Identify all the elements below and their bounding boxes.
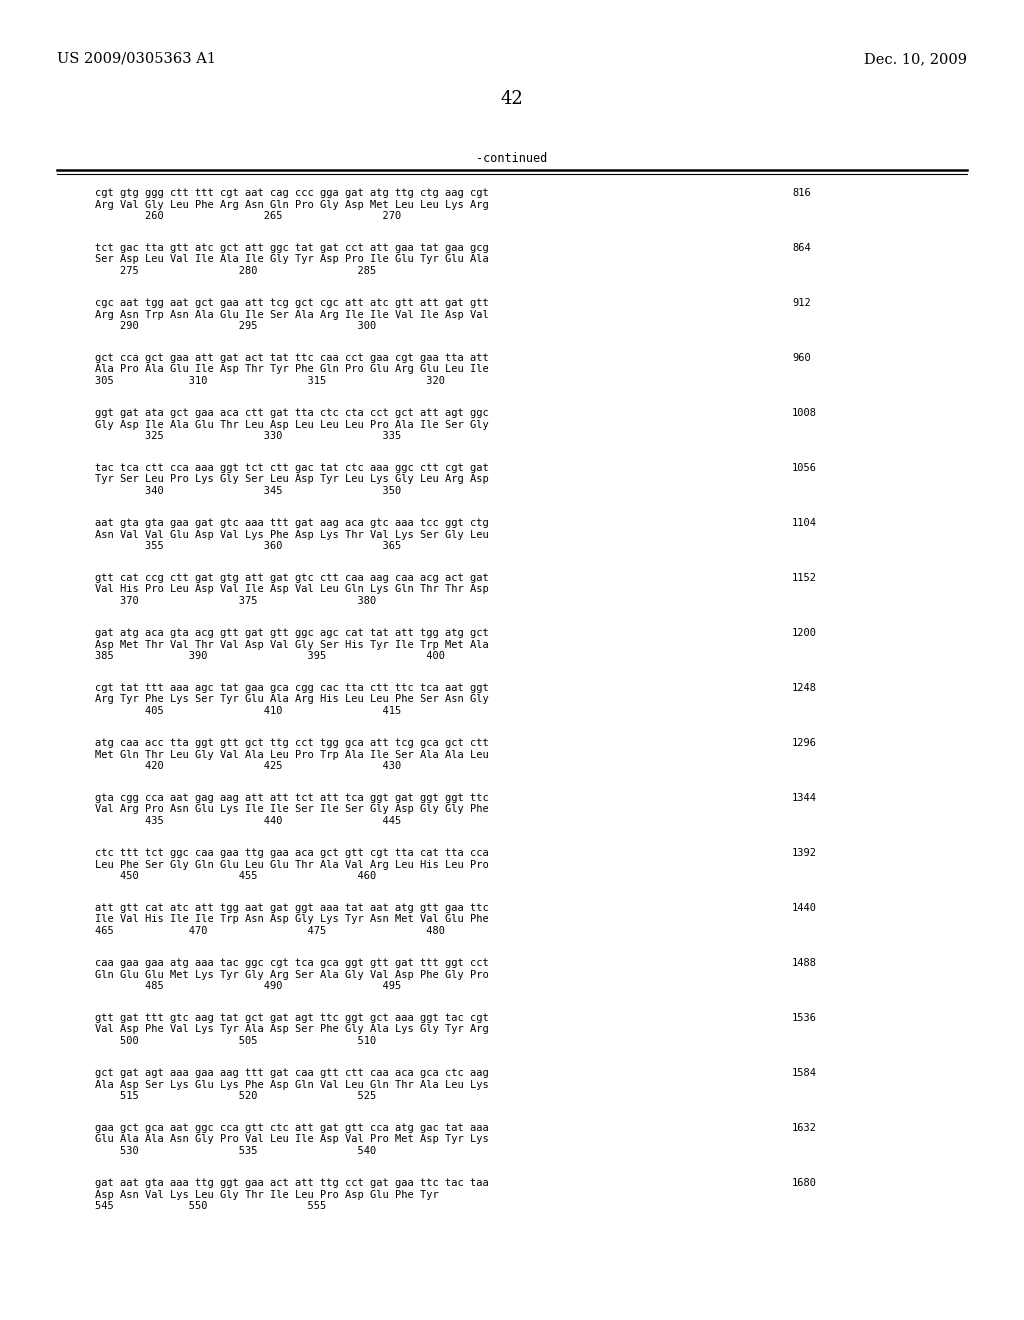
Text: US 2009/0305363 A1: US 2009/0305363 A1 [57, 51, 216, 66]
Text: Arg Val Gly Leu Phe Arg Asn Gln Pro Gly Asp Met Leu Leu Lys Arg: Arg Val Gly Leu Phe Arg Asn Gln Pro Gly … [95, 199, 488, 210]
Text: 912: 912 [792, 298, 811, 308]
Text: -continued: -continued [476, 152, 548, 165]
Text: tct gac tta gtt atc gct att ggc tat gat cct att gaa tat gaa gcg: tct gac tta gtt atc gct att ggc tat gat … [95, 243, 488, 253]
Text: 1440: 1440 [792, 903, 817, 913]
Text: cgc aat tgg aat gct gaa att tcg gct cgc att atc gtt att gat gtt: cgc aat tgg aat gct gaa att tcg gct cgc … [95, 298, 488, 308]
Text: Met Gln Thr Leu Gly Val Ala Leu Pro Trp Ala Ile Ser Ala Ala Leu: Met Gln Thr Leu Gly Val Ala Leu Pro Trp … [95, 750, 488, 759]
Text: 405                410                415: 405 410 415 [95, 706, 401, 715]
Text: 370                375                380: 370 375 380 [95, 597, 376, 606]
Text: Arg Asn Trp Asn Ala Glu Ile Ser Ala Arg Ile Ile Val Ile Asp Val: Arg Asn Trp Asn Ala Glu Ile Ser Ala Arg … [95, 309, 488, 319]
Text: 1680: 1680 [792, 1177, 817, 1188]
Text: 1344: 1344 [792, 793, 817, 803]
Text: Leu Phe Ser Gly Gln Glu Leu Glu Thr Ala Val Arg Leu His Leu Pro: Leu Phe Ser Gly Gln Glu Leu Glu Thr Ala … [95, 859, 488, 870]
Text: Arg Tyr Phe Lys Ser Tyr Glu Ala Arg His Leu Leu Phe Ser Asn Gly: Arg Tyr Phe Lys Ser Tyr Glu Ala Arg His … [95, 694, 488, 705]
Text: ggt gat ata gct gaa aca ctt gat tta ctc cta cct gct att agt ggc: ggt gat ata gct gaa aca ctt gat tta ctc … [95, 408, 488, 418]
Text: gaa gct gca aat ggc cca gtt ctc att gat gtt cca atg gac tat aaa: gaa gct gca aat ggc cca gtt ctc att gat … [95, 1123, 488, 1133]
Text: Gln Glu Glu Met Lys Tyr Gly Arg Ser Ala Gly Val Asp Phe Gly Pro: Gln Glu Glu Met Lys Tyr Gly Arg Ser Ala … [95, 969, 488, 979]
Text: atg caa acc tta ggt gtt gct ttg cct tgg gca att tcg gca gct ctt: atg caa acc tta ggt gtt gct ttg cct tgg … [95, 738, 488, 748]
Text: 42: 42 [501, 90, 523, 108]
Text: 515                520                525: 515 520 525 [95, 1092, 376, 1101]
Text: cgt tat ttt aaa agc tat gaa gca cgg cac tta ctt ttc tca aat ggt: cgt tat ttt aaa agc tat gaa gca cgg cac … [95, 682, 488, 693]
Text: gct cca gct gaa att gat act tat ttc caa cct gaa cgt gaa tta att: gct cca gct gaa att gat act tat ttc caa … [95, 352, 488, 363]
Text: 1296: 1296 [792, 738, 817, 748]
Text: 1536: 1536 [792, 1012, 817, 1023]
Text: gtt cat ccg ctt gat gtg att gat gtc ctt caa aag caa acg act gat: gtt cat ccg ctt gat gtg att gat gtc ctt … [95, 573, 488, 583]
Text: gct gat agt aaa gaa aag ttt gat caa gtt ctt caa aca gca ctc aag: gct gat agt aaa gaa aag ttt gat caa gtt … [95, 1068, 488, 1078]
Text: 305            310                315                320: 305 310 315 320 [95, 376, 445, 385]
Text: 864: 864 [792, 243, 811, 253]
Text: att gtt cat atc att tgg aat gat ggt aaa tat aat atg gtt gaa ttc: att gtt cat atc att tgg aat gat ggt aaa … [95, 903, 488, 913]
Text: Ala Pro Ala Glu Ile Asp Thr Tyr Phe Gln Pro Glu Arg Glu Leu Ile: Ala Pro Ala Glu Ile Asp Thr Tyr Phe Gln … [95, 364, 488, 375]
Text: 435                440                445: 435 440 445 [95, 816, 401, 826]
Text: Asn Val Val Glu Asp Val Lys Phe Asp Lys Thr Val Lys Ser Gly Leu: Asn Val Val Glu Asp Val Lys Phe Asp Lys … [95, 529, 488, 540]
Text: 355                360                365: 355 360 365 [95, 541, 401, 550]
Text: 340                345                350: 340 345 350 [95, 486, 401, 496]
Text: 260                265                270: 260 265 270 [95, 211, 401, 220]
Text: 1488: 1488 [792, 958, 817, 968]
Text: 420                425                430: 420 425 430 [95, 762, 401, 771]
Text: 1632: 1632 [792, 1123, 817, 1133]
Text: Val His Pro Leu Asp Val Ile Asp Val Leu Gln Lys Gln Thr Thr Asp: Val His Pro Leu Asp Val Ile Asp Val Leu … [95, 585, 488, 594]
Text: Dec. 10, 2009: Dec. 10, 2009 [864, 51, 967, 66]
Text: 465            470                475                480: 465 470 475 480 [95, 927, 445, 936]
Text: Asp Asn Val Lys Leu Gly Thr Ile Leu Pro Asp Glu Phe Tyr: Asp Asn Val Lys Leu Gly Thr Ile Leu Pro … [95, 1189, 438, 1200]
Text: 1392: 1392 [792, 847, 817, 858]
Text: Ser Asp Leu Val Ile Ala Ile Gly Tyr Asp Pro Ile Glu Tyr Glu Ala: Ser Asp Leu Val Ile Ala Ile Gly Tyr Asp … [95, 255, 488, 264]
Text: Tyr Ser Leu Pro Lys Gly Ser Leu Asp Tyr Leu Lys Gly Leu Arg Asp: Tyr Ser Leu Pro Lys Gly Ser Leu Asp Tyr … [95, 474, 488, 484]
Text: 1104: 1104 [792, 517, 817, 528]
Text: 500                505                510: 500 505 510 [95, 1036, 376, 1045]
Text: 1248: 1248 [792, 682, 817, 693]
Text: gta cgg cca aat gag aag att att tct att tca ggt gat ggt ggt ttc: gta cgg cca aat gag aag att att tct att … [95, 793, 488, 803]
Text: gtt gat ttt gtc aag tat gct gat agt ttc ggt gct aaa ggt tac cgt: gtt gat ttt gtc aag tat gct gat agt ttc … [95, 1012, 488, 1023]
Text: tac tca ctt cca aaa ggt tct ctt gac tat ctc aaa ggc ctt cgt gat: tac tca ctt cca aaa ggt tct ctt gac tat … [95, 463, 488, 473]
Text: 545            550                555: 545 550 555 [95, 1201, 327, 1210]
Text: gat atg aca gta acg gtt gat gtt ggc agc cat tat att tgg atg gct: gat atg aca gta acg gtt gat gtt ggc agc … [95, 628, 488, 638]
Text: ctc ttt tct ggc caa gaa ttg gaa aca gct gtt cgt tta cat tta cca: ctc ttt tct ggc caa gaa ttg gaa aca gct … [95, 847, 488, 858]
Text: 1200: 1200 [792, 628, 817, 638]
Text: Gly Asp Ile Ala Glu Thr Leu Asp Leu Leu Leu Pro Ala Ile Ser Gly: Gly Asp Ile Ala Glu Thr Leu Asp Leu Leu … [95, 420, 488, 429]
Text: aat gta gta gaa gat gtc aaa ttt gat aag aca gtc aaa tcc ggt ctg: aat gta gta gaa gat gtc aaa ttt gat aag … [95, 517, 488, 528]
Text: 385            390                395                400: 385 390 395 400 [95, 651, 445, 661]
Text: cgt gtg ggg ctt ttt cgt aat cag ccc gga gat atg ttg ctg aag cgt: cgt gtg ggg ctt ttt cgt aat cag ccc gga … [95, 187, 488, 198]
Text: 290                295                300: 290 295 300 [95, 321, 376, 331]
Text: 1584: 1584 [792, 1068, 817, 1078]
Text: gat aat gta aaa ttg ggt gaa act att ttg cct gat gaa ttc tac taa: gat aat gta aaa ttg ggt gaa act att ttg … [95, 1177, 488, 1188]
Text: 485                490                495: 485 490 495 [95, 981, 401, 991]
Text: 530                535                540: 530 535 540 [95, 1146, 376, 1156]
Text: 816: 816 [792, 187, 811, 198]
Text: Glu Ala Ala Asn Gly Pro Val Leu Ile Asp Val Pro Met Asp Tyr Lys: Glu Ala Ala Asn Gly Pro Val Leu Ile Asp … [95, 1134, 488, 1144]
Text: 960: 960 [792, 352, 811, 363]
Text: Val Arg Pro Asn Glu Lys Ile Ile Ser Ile Ser Gly Asp Gly Gly Phe: Val Arg Pro Asn Glu Lys Ile Ile Ser Ile … [95, 804, 488, 814]
Text: 1056: 1056 [792, 463, 817, 473]
Text: 1008: 1008 [792, 408, 817, 418]
Text: Ile Val His Ile Ile Trp Asn Asp Gly Lys Tyr Asn Met Val Glu Phe: Ile Val His Ile Ile Trp Asn Asp Gly Lys … [95, 915, 488, 924]
Text: Val Asp Phe Val Lys Tyr Ala Asp Ser Phe Gly Ala Lys Gly Tyr Arg: Val Asp Phe Val Lys Tyr Ala Asp Ser Phe … [95, 1024, 488, 1035]
Text: Asp Met Thr Val Thr Val Asp Val Gly Ser His Tyr Ile Trp Met Ala: Asp Met Thr Val Thr Val Asp Val Gly Ser … [95, 639, 488, 649]
Text: 1152: 1152 [792, 573, 817, 583]
Text: caa gaa gaa atg aaa tac ggc cgt tca gca ggt gtt gat ttt ggt cct: caa gaa gaa atg aaa tac ggc cgt tca gca … [95, 958, 488, 968]
Text: 450                455                460: 450 455 460 [95, 871, 376, 880]
Text: 275                280                285: 275 280 285 [95, 267, 376, 276]
Text: 325                330                335: 325 330 335 [95, 432, 401, 441]
Text: Ala Asp Ser Lys Glu Lys Phe Asp Gln Val Leu Gln Thr Ala Leu Lys: Ala Asp Ser Lys Glu Lys Phe Asp Gln Val … [95, 1080, 488, 1089]
